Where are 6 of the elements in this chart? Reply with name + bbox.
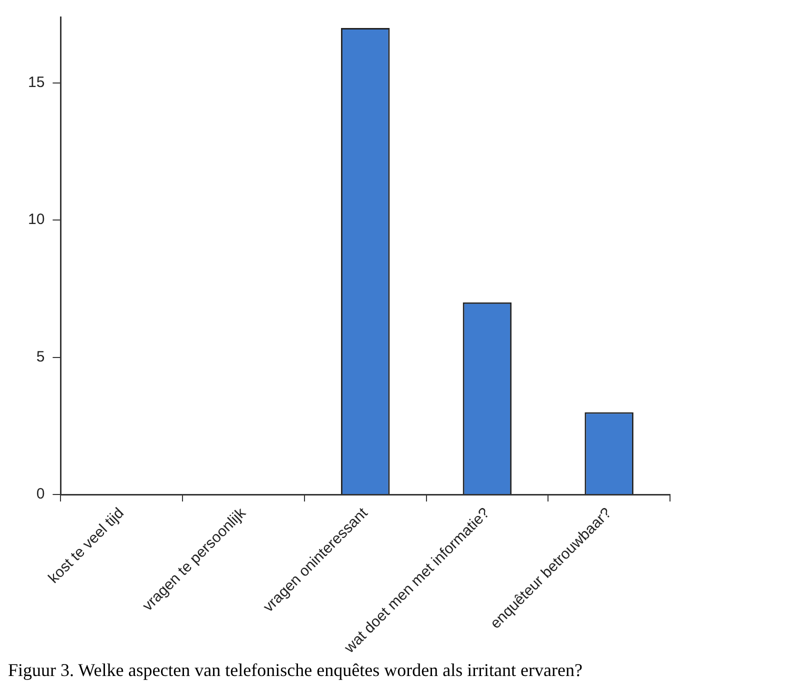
y-tick-label: 0 — [36, 486, 45, 503]
y-tick-label: 15 — [28, 74, 45, 92]
y-tick-label: 10 — [28, 211, 45, 228]
x-tick-label: kost te veel tijd — [45, 504, 128, 587]
text: Figuur 3. Welke aspecten van telefonische enquêtes worden als irritant ervaren? — [8, 660, 582, 681]
y-tick-label: 5 — [36, 348, 45, 366]
